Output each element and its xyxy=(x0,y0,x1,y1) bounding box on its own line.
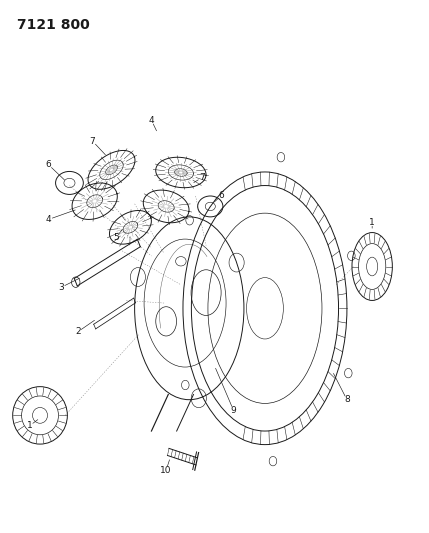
Text: 10: 10 xyxy=(160,466,172,475)
Text: 7121 800: 7121 800 xyxy=(17,19,90,33)
Text: 6: 6 xyxy=(218,191,224,200)
Text: 7: 7 xyxy=(90,136,96,146)
Text: 5: 5 xyxy=(113,233,118,243)
Text: 1: 1 xyxy=(27,421,33,430)
Text: 1: 1 xyxy=(369,217,375,227)
Text: 8: 8 xyxy=(344,395,350,404)
Text: 6: 6 xyxy=(45,160,51,169)
Text: 2: 2 xyxy=(75,327,81,336)
Text: 4: 4 xyxy=(148,116,154,125)
Text: 4: 4 xyxy=(45,215,51,224)
Text: 9: 9 xyxy=(230,406,236,415)
Text: 7: 7 xyxy=(199,173,205,182)
Text: 3: 3 xyxy=(58,283,64,292)
